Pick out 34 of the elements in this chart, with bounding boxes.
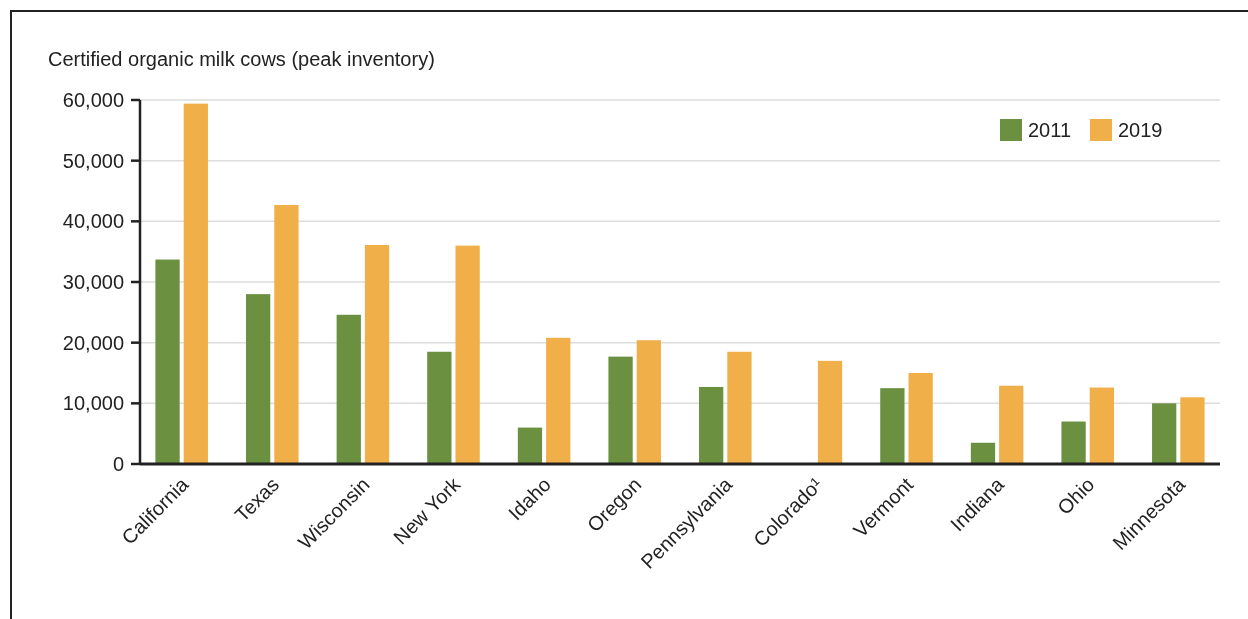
y-tick-label: 50,000 bbox=[62, 149, 124, 172]
bar bbox=[336, 314, 361, 464]
bar bbox=[183, 103, 208, 464]
bar bbox=[727, 351, 752, 464]
bar bbox=[274, 204, 299, 464]
x-tick-label: Ohio bbox=[1053, 473, 1099, 519]
legend-label: 2011 bbox=[1028, 119, 1072, 141]
bar bbox=[970, 442, 996, 464]
bar bbox=[699, 386, 724, 464]
y-tick-label: 20,000 bbox=[62, 331, 124, 354]
bar bbox=[246, 294, 271, 464]
bar bbox=[427, 351, 452, 464]
bar bbox=[517, 427, 543, 464]
bar bbox=[608, 356, 633, 464]
bar bbox=[817, 360, 843, 464]
bar bbox=[155, 259, 180, 464]
y-tick-label: 10,000 bbox=[62, 392, 124, 415]
bar bbox=[1152, 403, 1177, 464]
bar bbox=[364, 244, 390, 464]
bar bbox=[636, 340, 661, 464]
y-tick-label: 0 bbox=[112, 453, 124, 475]
legend-label: 2019 bbox=[1118, 119, 1163, 141]
bar bbox=[880, 388, 905, 464]
y-tick-label: 60,000 bbox=[62, 89, 124, 111]
y-tick-label: 40,000 bbox=[62, 210, 124, 233]
y-tick-label: 30,000 bbox=[62, 271, 124, 293]
y-axis-title: Certified organic milk cows (peak inventory) bbox=[48, 48, 435, 70]
bar bbox=[546, 337, 571, 464]
bar bbox=[1089, 387, 1114, 464]
bar bbox=[1180, 397, 1205, 464]
bar bbox=[1061, 421, 1086, 464]
bar bbox=[908, 373, 933, 464]
bar bbox=[455, 245, 480, 464]
bar bbox=[999, 385, 1024, 464]
